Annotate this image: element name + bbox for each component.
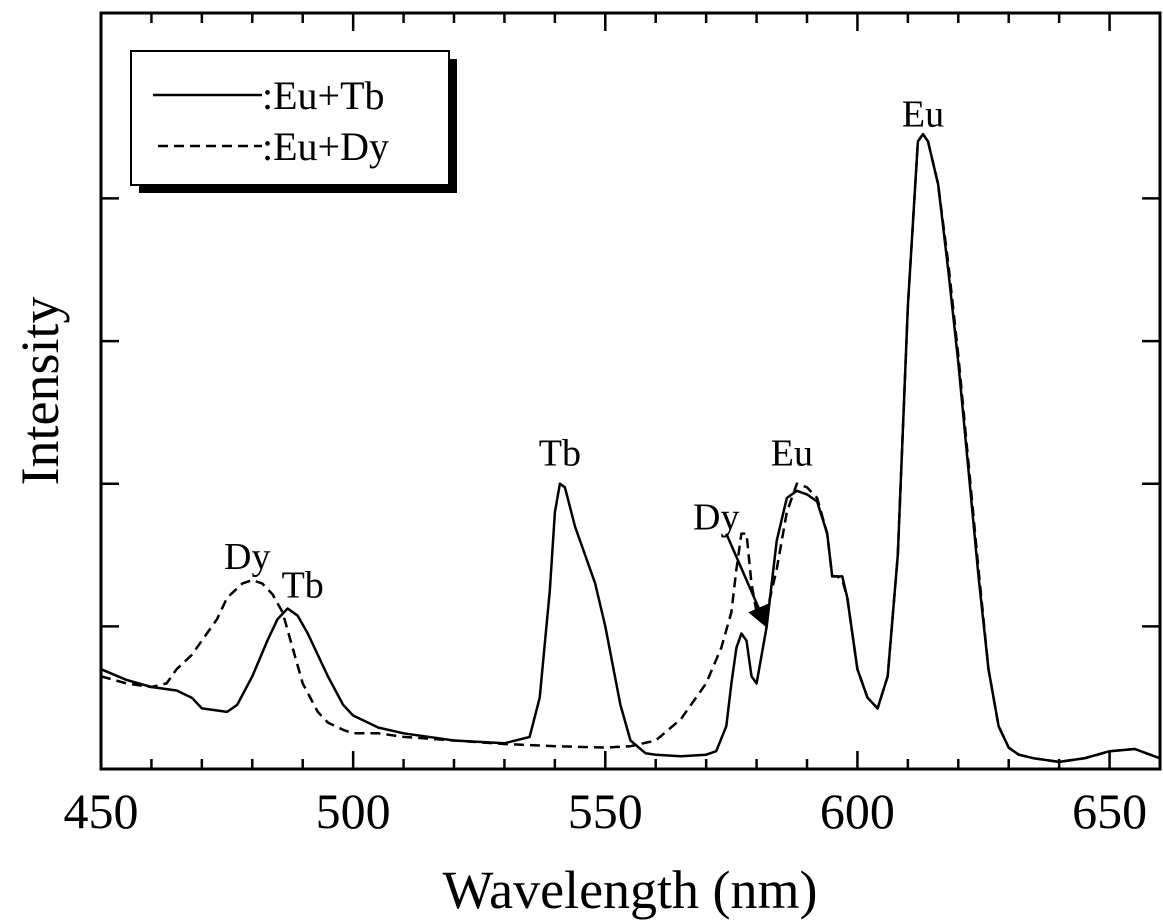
tick-layer: 450 500 550 600 650 <box>64 13 1162 839</box>
series-line-eu-dy <box>100 132 1161 764</box>
x-tick-label: 650 <box>1072 783 1147 839</box>
peak-label-tb: Tb <box>539 432 581 474</box>
peak-label-eu: Eu <box>771 432 813 474</box>
x-axis-label: Wavelength (nm) <box>442 860 817 920</box>
annotation-layer: Eu Tb Eu Dy Dy Tb <box>224 94 944 629</box>
x-tick-label: 500 <box>316 783 391 839</box>
x-tick-label: 600 <box>820 783 895 839</box>
plot-frame <box>99 11 1162 771</box>
legend-label-eu-dy: :Eu+Dy <box>262 124 389 169</box>
series-line-eu-tb <box>100 132 1161 764</box>
peak-label-dy: Dy <box>224 536 270 578</box>
peak-label-dy: Dy <box>693 497 739 539</box>
x-tick-label: 450 <box>64 783 139 839</box>
peak-label-eu: Eu <box>902 94 944 136</box>
peak-label-tb: Tb <box>282 564 324 606</box>
legend: :Eu+Tb :Eu+Dy <box>130 50 457 193</box>
y-axis-label: Intensity <box>10 297 70 486</box>
legend-box <box>130 50 450 186</box>
x-tick-label: 550 <box>568 783 643 839</box>
annotation-arrow <box>725 533 769 629</box>
series-layer <box>100 132 1161 764</box>
legend-label-eu-tb: :Eu+Tb <box>262 73 385 118</box>
